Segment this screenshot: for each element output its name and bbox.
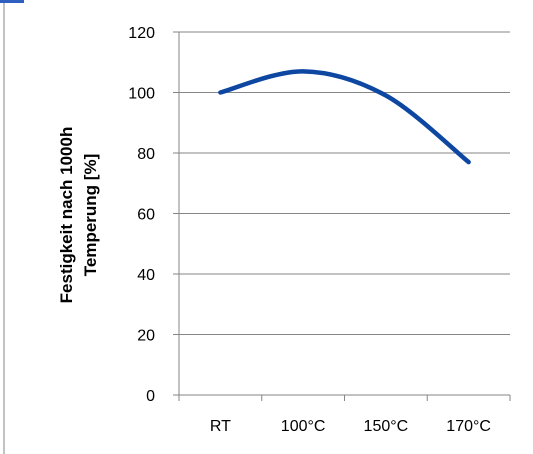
series-line <box>218 69 471 165</box>
y-tick-labels: 0 20 40 60 80 100 120 <box>128 25 155 405</box>
x-tick-labels: RT 100°C 150°C 170°C <box>210 418 491 435</box>
y-axis-title-line-2: Temperung [%] <box>81 154 100 276</box>
x-tick-label: 150°C <box>364 418 409 435</box>
y-tick-label: 0 <box>146 388 155 405</box>
x-tick-label: 100°C <box>281 418 326 435</box>
x-tick-label: RT <box>210 418 231 435</box>
y-tick-label: 100 <box>128 86 155 103</box>
series-layer <box>218 69 471 165</box>
y-axis-title-line-1: Festigkeit nach 1000h <box>57 127 76 304</box>
y-tick-label: 20 <box>137 328 155 345</box>
y-tick-label: 120 <box>128 25 155 42</box>
x-tick-label: 170°C <box>446 418 491 435</box>
gridlines <box>179 31 510 335</box>
y-axis-title: Festigkeit nach 1000h Temperung [%] <box>57 127 100 304</box>
y-tick-label: 80 <box>137 146 155 163</box>
axes <box>173 31 511 401</box>
y-tick-label: 60 <box>137 207 155 224</box>
y-tick-label: 40 <box>137 267 155 284</box>
